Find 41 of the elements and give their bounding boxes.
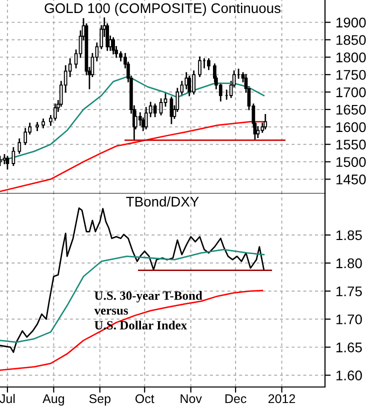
y-tick-label: 1850	[336, 35, 366, 45]
x-tick-label: Aug	[42, 394, 64, 406]
y-tick-label: 1.65	[336, 342, 362, 352]
chart-title: TBond/DXY	[126, 196, 199, 207]
y-tick-label: 1700	[336, 87, 366, 98]
y-tick-label: 1600	[336, 122, 366, 132]
y-tick-label: 1.60	[336, 370, 362, 380]
candlestick	[112, 37, 115, 54]
y-tick-label: 1.75	[336, 286, 362, 296]
line-series	[0, 248, 265, 343]
y-tick-label: 1500	[336, 157, 366, 167]
x-tick-label: Dec	[225, 394, 246, 404]
x-tick-label: Oct	[135, 394, 154, 404]
y-tick-label: 1.80	[336, 258, 362, 268]
x-tick-label: Sep	[89, 394, 110, 406]
chart-title: GOLD 100 (COMPOSITE) Continuous	[44, 2, 280, 16]
line-series	[0, 207, 265, 353]
y-tick-label: 1650	[336, 104, 366, 115]
candlestick	[198, 56, 202, 78]
y-tick-label: 1.70	[336, 314, 362, 324]
candlestick	[256, 126, 260, 138]
x-tick-label: 2012	[268, 394, 296, 404]
y-tick-label: 1800	[336, 52, 366, 62]
x-tick-label: Jul	[0, 394, 15, 404]
candlestick	[6, 156, 10, 170]
x-tick-label: Nov	[180, 394, 202, 404]
candlestick	[153, 104, 157, 118]
y-tick-label: 1.85	[336, 230, 362, 240]
y-tick-label: 1450	[336, 174, 366, 184]
y-tick-label: 1900	[336, 18, 366, 28]
candlestick	[12, 147, 16, 166]
candlestick	[188, 76, 192, 96]
y-tick-label: 1750	[336, 70, 366, 80]
candlestick	[24, 128, 28, 146]
candlestick	[264, 114, 268, 130]
y-tick-label: 1550	[336, 140, 366, 150]
line-series	[0, 290, 264, 371]
candlestick	[159, 98, 163, 116]
candlestick	[207, 58, 210, 70]
candlestick	[53, 104, 57, 121]
candlestick	[18, 138, 22, 154]
